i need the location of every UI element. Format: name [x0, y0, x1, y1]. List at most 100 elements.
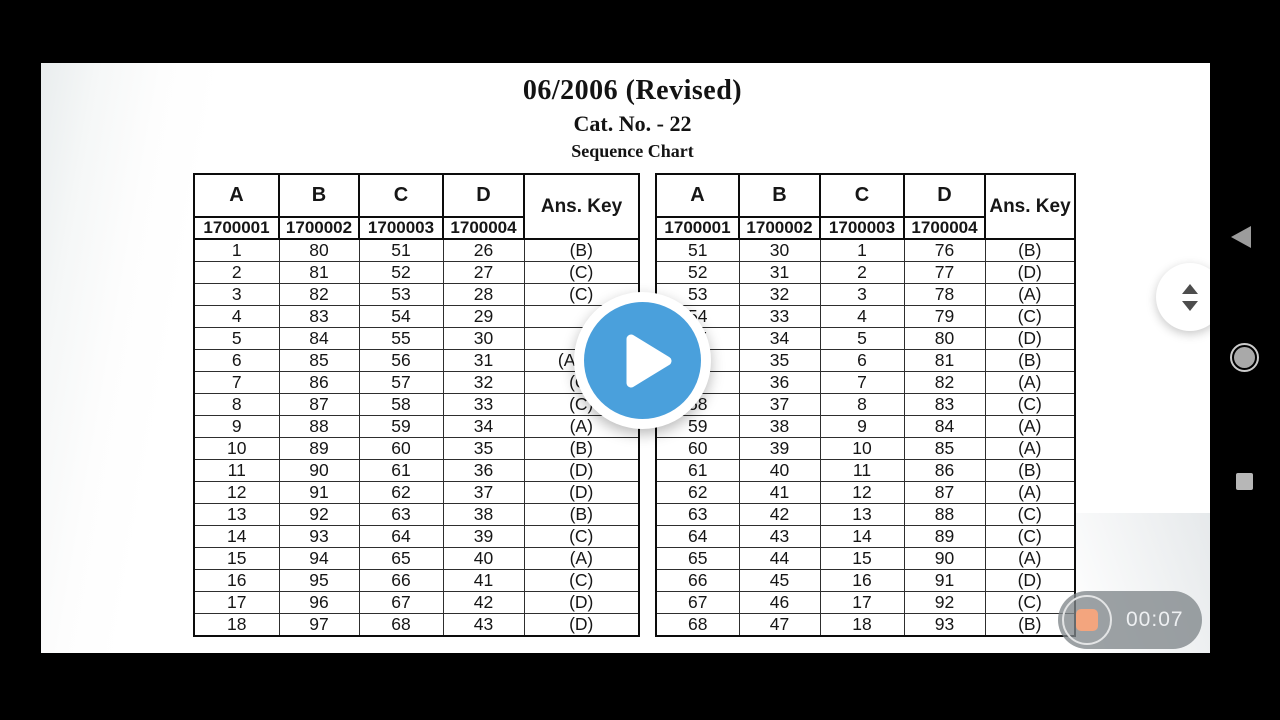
column-header: B	[738, 173, 821, 218]
table-cell: (B)	[523, 437, 640, 460]
table-cell: (A)	[984, 283, 1076, 306]
table-cell: 62	[655, 481, 740, 504]
table-cell: 34	[738, 327, 821, 350]
table-cell: 62	[358, 481, 444, 504]
table-cell: 87	[278, 393, 360, 416]
table-cell: 84	[278, 327, 360, 350]
table-cell: 33	[442, 393, 525, 416]
table-cell: 81	[903, 349, 986, 372]
table-row: 17 96 67 42 (D)	[193, 591, 640, 614]
table-cell: 91	[278, 481, 360, 504]
table-row: 59 38 9 84 (A)	[655, 415, 1076, 438]
back-icon[interactable]	[1231, 226, 1251, 248]
table-cell: 68	[655, 613, 740, 637]
roll-series-header: 1700002	[738, 216, 821, 240]
table-cell: 16	[193, 569, 280, 592]
table-cell: 28	[442, 283, 525, 306]
table-cell: 54	[358, 305, 444, 328]
table-cell: 61	[358, 459, 444, 482]
document-header: 06/2006 (Revised) Cat. No. - 22 Sequence…	[193, 75, 1072, 162]
table-cell: 58	[358, 393, 444, 416]
table-row: 13 92 63 38 (B)	[193, 503, 640, 526]
table-cell: 32	[738, 283, 821, 306]
table-row: 52 31 2 77 (D)	[655, 261, 1076, 284]
table-cell: 12	[819, 481, 905, 504]
roll-series-header: 1700003	[358, 216, 444, 240]
table-cell: (D)	[523, 591, 640, 614]
table-cell: 34	[442, 415, 525, 438]
table-cell: 84	[903, 415, 986, 438]
chevron-up-icon	[1182, 283, 1198, 294]
table-cell: 85	[278, 349, 360, 372]
table-row: 61 40 11 86 (B)	[655, 459, 1076, 482]
home-icon[interactable]	[1230, 343, 1259, 372]
table-cell: 36	[442, 459, 525, 482]
column-header: D	[903, 173, 986, 218]
recents-icon[interactable]	[1236, 473, 1253, 490]
table-row: 5635681(B)	[655, 349, 1076, 372]
table-row: 60 39 10 85 (A)	[655, 437, 1076, 460]
play-button-circle	[584, 302, 701, 419]
sequence-chart-label: Sequence Chart	[571, 141, 694, 161]
table-cell: (D)	[523, 481, 640, 504]
table-row: 3 82 53 28 (C)	[193, 283, 640, 306]
table-cell: 3	[819, 283, 905, 306]
table-cell: (C)	[984, 591, 1076, 614]
table-row: 64 43 14 89 (C)	[655, 525, 1076, 548]
table-cell: 11	[193, 459, 280, 482]
bottom-letterbox-bar	[0, 653, 1280, 720]
table-cell: 88	[278, 415, 360, 438]
catalog-number: Cat. No. - 22	[573, 111, 692, 136]
record-stop-button[interactable]	[1062, 595, 1112, 645]
play-icon	[626, 334, 671, 387]
table-cell: (A)	[984, 415, 1076, 438]
page-title: 06/2006 (Revised)	[522, 75, 743, 106]
table-cell: (B)	[523, 238, 640, 262]
table-cell: 64	[655, 525, 740, 548]
table-cell: 59	[358, 415, 444, 438]
left-letterbox-bar	[0, 63, 41, 653]
table-cell: 41	[738, 481, 821, 504]
table-cell: 42	[738, 503, 821, 526]
table-cell: 31	[738, 261, 821, 284]
table-row: 5736782(A)	[655, 371, 1076, 394]
table-cell: 14	[193, 525, 280, 548]
table-cell: (B)	[984, 459, 1076, 482]
recording-pill[interactable]: 00:07	[1058, 591, 1202, 649]
table-cell: 60	[358, 437, 444, 460]
table-cell: 66	[655, 569, 740, 592]
table-cell: 17	[193, 591, 280, 614]
table-row: 65 44 15 90 (A)	[655, 547, 1076, 570]
table-cell: (D)	[984, 569, 1076, 592]
table-cell: 29	[442, 305, 525, 328]
table-cell: 14	[819, 525, 905, 548]
table-cell: 91	[903, 569, 986, 592]
table-cell: 8	[193, 393, 280, 416]
table-cell: 94	[278, 547, 360, 570]
table-cell: (A)	[984, 481, 1076, 504]
right-navigation-bar	[1210, 63, 1280, 653]
table-cell: 3	[193, 283, 280, 306]
table-cell: 67	[358, 591, 444, 614]
table-cell: 32	[442, 371, 525, 394]
table-cell: 87	[903, 481, 986, 504]
column-header: D	[442, 173, 525, 218]
table-row: 1 80 51 26 (B)	[193, 238, 640, 262]
table-row: 2 81 52 27 (C)	[193, 261, 640, 284]
table-cell: (C)	[523, 261, 640, 284]
table-cell: 9	[819, 415, 905, 438]
table-row: 16 95 66 41 (C)	[193, 569, 640, 592]
table-cell: 51	[358, 238, 444, 262]
table-cell: 15	[193, 547, 280, 570]
table-cell: 2	[193, 261, 280, 284]
table-cell: (B)	[984, 349, 1076, 372]
table-cell: 13	[193, 503, 280, 526]
play-button[interactable]	[574, 292, 711, 429]
table-row: 8 87 58 33 (C)	[193, 393, 640, 416]
table-cell: 18	[193, 613, 280, 637]
table-cell: 51	[655, 238, 740, 262]
table-cell: 64	[358, 525, 444, 548]
table-cell: 60	[655, 437, 740, 460]
table-cell: 81	[278, 261, 360, 284]
table-cell: 44	[738, 547, 821, 570]
